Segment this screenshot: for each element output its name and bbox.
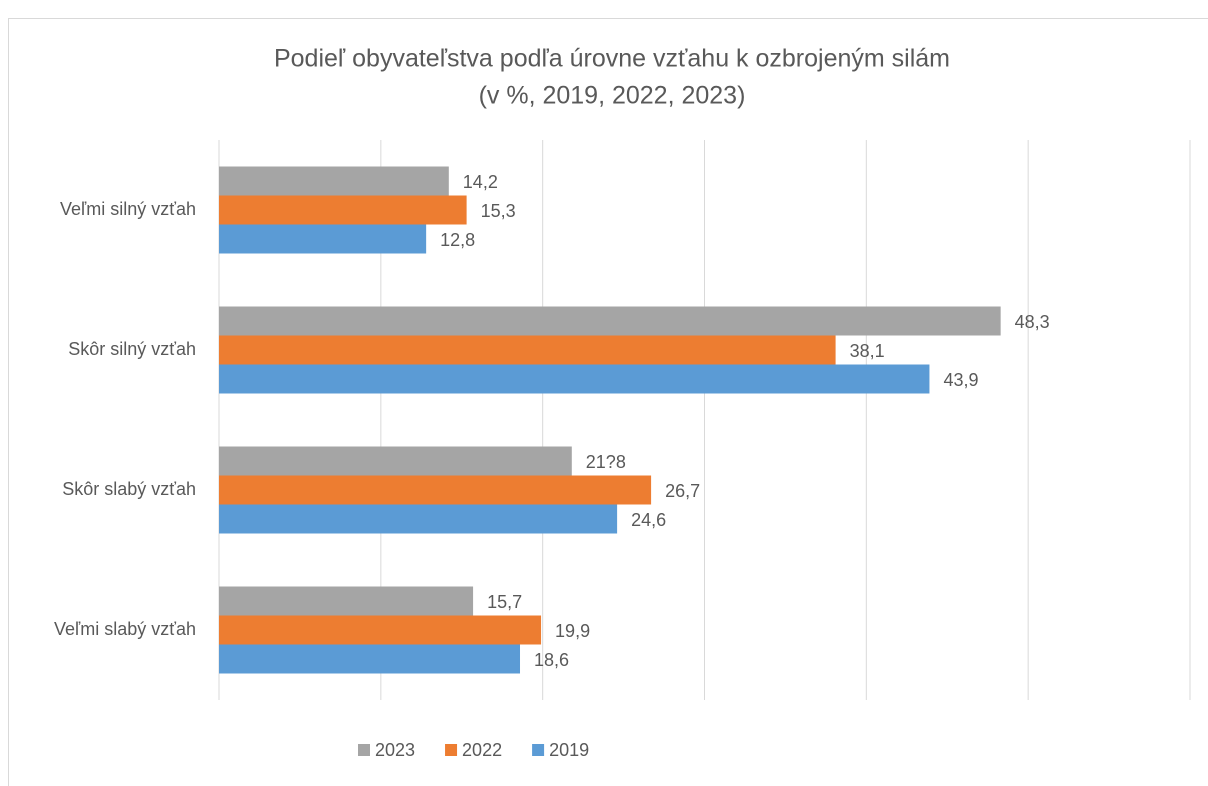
y-tick-label: Skôr slabý vzťah bbox=[62, 479, 196, 499]
data-label: 19,9 bbox=[555, 621, 590, 641]
data-label: 12,8 bbox=[440, 230, 475, 250]
legend-swatch bbox=[445, 744, 458, 756]
chart-frame bbox=[8, 18, 1208, 786]
legend-label: 2022 bbox=[462, 740, 502, 760]
data-label: 24,6 bbox=[631, 510, 666, 530]
legend-swatch bbox=[532, 744, 545, 756]
bar bbox=[219, 335, 836, 365]
data-label: 15,3 bbox=[481, 201, 516, 221]
legend-swatch bbox=[358, 744, 370, 756]
bar bbox=[219, 195, 467, 225]
y-tick-label: Veľmi silný vzťah bbox=[60, 199, 196, 219]
bar bbox=[219, 586, 474, 616]
data-label: 38,1 bbox=[850, 341, 885, 361]
bar bbox=[219, 475, 652, 505]
y-tick-label: Veľmi slabý vzťah bbox=[54, 619, 196, 639]
legend-label: 2019 bbox=[549, 740, 589, 760]
data-label: 15,7 bbox=[487, 592, 522, 612]
chart-title: Podieľ obyvateľstva podľa úrovne vzťahu … bbox=[274, 45, 950, 73]
bar bbox=[219, 166, 449, 196]
data-label: 48,3 bbox=[1015, 312, 1050, 332]
data-label: 14,2 bbox=[463, 172, 498, 192]
bar bbox=[219, 306, 1001, 336]
bar bbox=[219, 364, 930, 394]
data-label: 26,7 bbox=[665, 481, 700, 501]
bar bbox=[219, 615, 542, 645]
data-label: 43,9 bbox=[943, 370, 978, 390]
bar bbox=[219, 224, 427, 254]
chart-subtitle: (v %, 2019, 2022, 2023) bbox=[479, 82, 746, 110]
bar bbox=[219, 644, 521, 674]
legend-label: 2023 bbox=[375, 740, 415, 760]
y-tick-label: Skôr silný vzťah bbox=[68, 339, 196, 359]
bar bbox=[219, 446, 572, 476]
bar bbox=[219, 504, 618, 534]
data-label: 18,6 bbox=[534, 650, 569, 670]
data-label: 21?8 bbox=[586, 452, 626, 472]
